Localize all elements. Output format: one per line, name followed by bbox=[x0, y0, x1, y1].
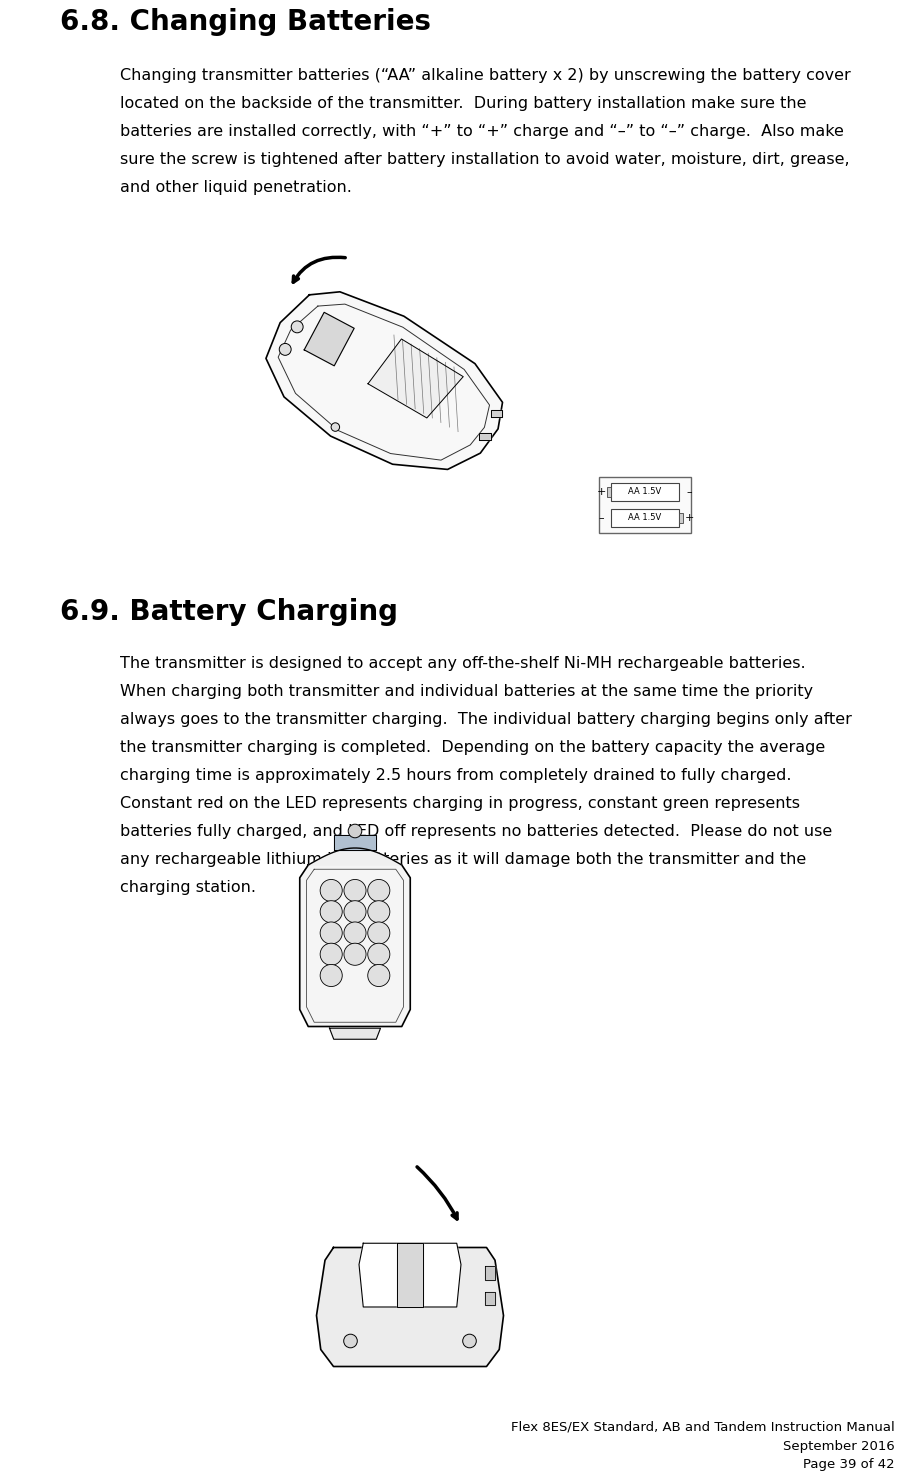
Polygon shape bbox=[304, 312, 354, 366]
FancyBboxPatch shape bbox=[611, 509, 679, 527]
Polygon shape bbox=[330, 1029, 380, 1039]
Circle shape bbox=[279, 343, 291, 355]
Circle shape bbox=[320, 943, 342, 965]
Text: located on the backside of the transmitter.  During battery installation make su: located on the backside of the transmitt… bbox=[120, 96, 807, 111]
Circle shape bbox=[320, 901, 342, 924]
Text: any rechargeable lithium ion batteries as it will damage both the transmitter an: any rechargeable lithium ion batteries a… bbox=[120, 852, 806, 867]
Text: When charging both transmitter and individual batteries at the same time the pri: When charging both transmitter and indiv… bbox=[120, 684, 813, 699]
Polygon shape bbox=[300, 852, 410, 1027]
Polygon shape bbox=[334, 835, 376, 850]
Circle shape bbox=[320, 879, 342, 901]
Circle shape bbox=[320, 922, 342, 944]
Circle shape bbox=[331, 423, 340, 431]
Polygon shape bbox=[485, 1292, 495, 1305]
Circle shape bbox=[320, 965, 342, 987]
Text: charging station.: charging station. bbox=[120, 881, 256, 895]
Text: Flex 8ES/EX Standard, AB and Tandem Instruction Manual: Flex 8ES/EX Standard, AB and Tandem Inst… bbox=[511, 1419, 895, 1433]
Polygon shape bbox=[485, 1267, 495, 1280]
Text: charging time is approximately 2.5 hours from completely drained to fully charge: charging time is approximately 2.5 hours… bbox=[120, 768, 791, 783]
Text: AA 1.5V: AA 1.5V bbox=[629, 487, 662, 496]
Text: +: + bbox=[596, 487, 606, 497]
Text: and other liquid penetration.: and other liquid penetration. bbox=[120, 181, 352, 195]
Text: +: + bbox=[685, 514, 694, 522]
Text: the transmitter charging is completed.  Depending on the battery capacity the av: the transmitter charging is completed. D… bbox=[120, 740, 825, 755]
Circle shape bbox=[368, 922, 390, 944]
Text: September 2016: September 2016 bbox=[783, 1440, 895, 1453]
FancyBboxPatch shape bbox=[679, 514, 683, 522]
Polygon shape bbox=[266, 292, 503, 469]
Polygon shape bbox=[316, 1248, 504, 1366]
Polygon shape bbox=[491, 410, 503, 417]
Text: 6.8. Changing Batteries: 6.8. Changing Batteries bbox=[60, 7, 431, 36]
Text: Page 39 of 42: Page 39 of 42 bbox=[803, 1458, 895, 1471]
Text: AA 1.5V: AA 1.5V bbox=[629, 514, 662, 522]
Text: Constant red on the LED represents charging in progress, constant green represen: Constant red on the LED represents charg… bbox=[120, 796, 800, 811]
Text: –: – bbox=[598, 514, 604, 522]
Polygon shape bbox=[397, 1243, 423, 1307]
FancyBboxPatch shape bbox=[599, 477, 691, 533]
Circle shape bbox=[462, 1333, 476, 1348]
FancyBboxPatch shape bbox=[607, 487, 611, 497]
Circle shape bbox=[344, 879, 366, 901]
Circle shape bbox=[344, 901, 366, 924]
Circle shape bbox=[348, 824, 362, 838]
FancyBboxPatch shape bbox=[611, 482, 679, 502]
Text: 6.9. Battery Charging: 6.9. Battery Charging bbox=[60, 598, 398, 626]
Text: always goes to the transmitter charging.  The individual battery charging begins: always goes to the transmitter charging.… bbox=[120, 712, 852, 727]
Circle shape bbox=[368, 943, 390, 965]
Text: The transmitter is designed to accept any off-the-shelf Ni-MH rechargeable batte: The transmitter is designed to accept an… bbox=[120, 656, 806, 670]
Circle shape bbox=[291, 321, 303, 333]
Circle shape bbox=[368, 965, 390, 987]
Circle shape bbox=[344, 922, 366, 944]
Polygon shape bbox=[368, 339, 463, 417]
Text: batteries are installed correctly, with “+” to “+” charge and “–” to “–” charge.: batteries are installed correctly, with … bbox=[120, 124, 844, 139]
Circle shape bbox=[344, 1333, 357, 1348]
Text: batteries fully charged, and LED off represents no batteries detected.  Please d: batteries fully charged, and LED off rep… bbox=[120, 824, 833, 839]
Polygon shape bbox=[308, 848, 402, 864]
Text: sure the screw is tightened after battery installation to avoid water, moisture,: sure the screw is tightened after batter… bbox=[120, 152, 850, 167]
Polygon shape bbox=[359, 1243, 461, 1307]
Circle shape bbox=[368, 879, 390, 901]
Circle shape bbox=[344, 943, 366, 965]
Text: Changing transmitter batteries (“AA” alkaline battery x 2) by unscrewing the bat: Changing transmitter batteries (“AA” alk… bbox=[120, 68, 851, 83]
Circle shape bbox=[368, 901, 390, 924]
Polygon shape bbox=[479, 432, 491, 440]
Text: –: – bbox=[686, 487, 692, 497]
